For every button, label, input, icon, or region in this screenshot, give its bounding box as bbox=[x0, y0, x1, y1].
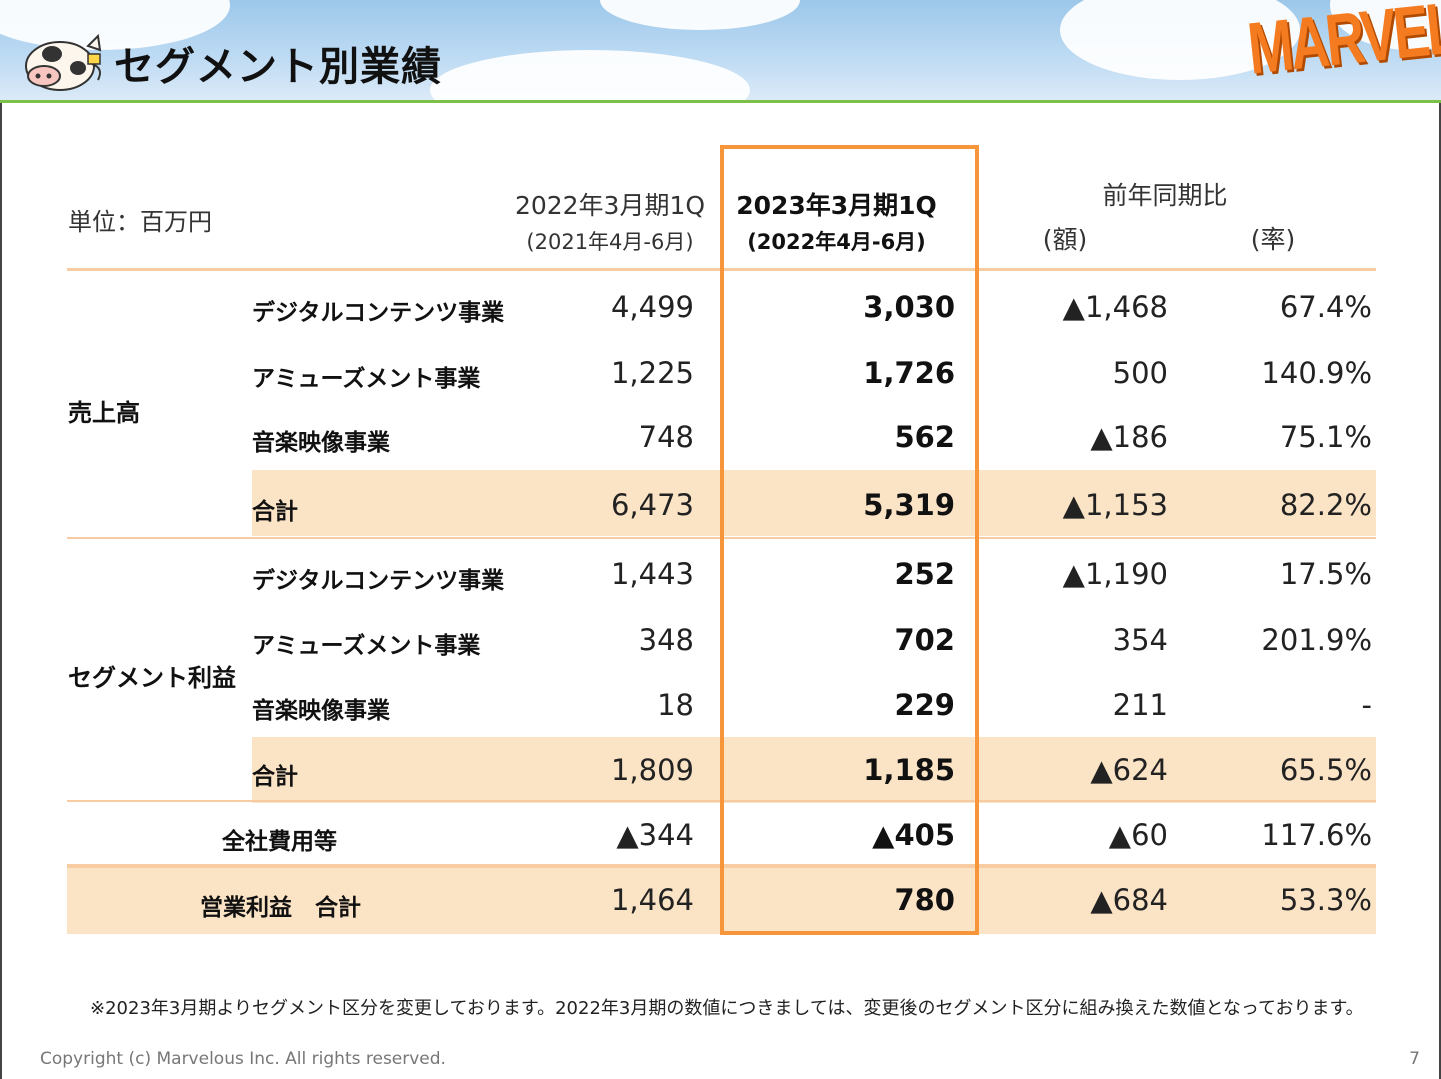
cell-rate: 140.9% bbox=[1261, 356, 1372, 390]
cell-prev: 348 bbox=[638, 623, 694, 657]
row-label: 音楽映像事業 bbox=[252, 698, 390, 724]
marvelous-logo: MARVELOUS! bbox=[1244, 0, 1441, 90]
cell-diff: ▲1,190 bbox=[1062, 557, 1168, 591]
cell-diff: ▲186 bbox=[1090, 420, 1168, 454]
cell-prev: 1,809 bbox=[610, 753, 694, 787]
cloud-decoration bbox=[430, 50, 750, 100]
cell-diff: ▲1,153 bbox=[1062, 488, 1168, 522]
cloud-decoration bbox=[600, 0, 800, 30]
row-label: アミューズメント事業 bbox=[252, 633, 481, 659]
cell-curr: 702 bbox=[894, 623, 955, 657]
cell-curr: 562 bbox=[894, 420, 955, 454]
column-header-amount: (額) bbox=[1042, 225, 1088, 254]
cell-prev: 748 bbox=[638, 420, 694, 454]
current-period-highlight bbox=[720, 145, 979, 935]
row-label: 音楽映像事業 bbox=[252, 430, 390, 456]
cell-prev: 4,499 bbox=[610, 290, 694, 324]
footnote: ※2023年3月期よりセグメント区分を変更しております。2022年3月期の数値に… bbox=[90, 998, 1364, 1019]
cell-curr: 3,030 bbox=[863, 290, 955, 324]
cell-prev: ▲344 bbox=[616, 818, 694, 852]
cell-curr: 252 bbox=[894, 557, 955, 591]
page-title: セグメント別業績 bbox=[114, 44, 442, 90]
category-segment-profit: セグメント利益 bbox=[68, 664, 236, 692]
column-header-curr: 2023年3月期1Q (2022年4月-6月) bbox=[724, 186, 949, 256]
column-header-curr-label: 2023年3月期1Q bbox=[736, 191, 937, 220]
cell-rate: - bbox=[1361, 688, 1372, 722]
cell-curr: 5,319 bbox=[863, 488, 955, 522]
cell-diff: ▲684 bbox=[1090, 883, 1168, 917]
row-label: 営業利益 合計 bbox=[200, 895, 361, 921]
row-label: デジタルコンテンツ事業 bbox=[252, 568, 505, 594]
unit-label: 単位：百万円 bbox=[68, 208, 212, 236]
table-top-divider bbox=[67, 268, 1376, 271]
row-label: デジタルコンテンツ事業 bbox=[252, 300, 505, 326]
cell-curr: 1,726 bbox=[863, 356, 955, 390]
column-header-prev-sub: (2021年4月-6月) bbox=[526, 230, 694, 254]
row-label: 全社費用等 bbox=[222, 829, 337, 855]
cell-rate: 201.9% bbox=[1261, 623, 1372, 657]
cell-rate: 117.6% bbox=[1261, 818, 1372, 852]
subtotal-band bbox=[252, 737, 1376, 803]
group-divider bbox=[67, 537, 1376, 539]
cell-rate: 82.2% bbox=[1279, 488, 1372, 522]
column-header-prev-label: 2022年3月期1Q bbox=[514, 191, 706, 220]
cell-diff: ▲624 bbox=[1090, 753, 1168, 787]
column-header-rate: (率) bbox=[1250, 225, 1296, 254]
row-label: アミューズメント事業 bbox=[252, 366, 481, 392]
cell-prev: 1,464 bbox=[610, 883, 694, 917]
cell-prev: 1,225 bbox=[610, 356, 694, 390]
cell-curr: 780 bbox=[894, 883, 955, 917]
cell-diff: ▲1,468 bbox=[1062, 290, 1168, 324]
cell-prev: 18 bbox=[657, 688, 694, 722]
column-header-curr-sub: (2022年4月-6月) bbox=[747, 230, 926, 254]
cell-curr: ▲405 bbox=[872, 818, 955, 852]
subtotal-band bbox=[252, 470, 1376, 536]
cell-rate: 17.5% bbox=[1279, 557, 1372, 591]
cell-rate: 65.5% bbox=[1279, 753, 1372, 787]
cow-mascot-icon bbox=[25, 33, 102, 91]
column-header-prev: 2022年3月期1Q (2021年4月-6月) bbox=[505, 186, 715, 256]
cell-curr: 1,185 bbox=[863, 753, 955, 787]
cell-rate: 53.3% bbox=[1279, 883, 1372, 917]
cloud-decoration bbox=[1060, 0, 1300, 80]
cell-diff: ▲60 bbox=[1108, 818, 1168, 852]
cell-prev: 6,473 bbox=[610, 488, 694, 522]
page-number: 7 bbox=[1409, 1049, 1420, 1069]
frame-border-right bbox=[1439, 103, 1441, 1079]
header-banner: セグメント別業績 MARVELOUS! bbox=[0, 0, 1441, 100]
row-label: 合計 bbox=[252, 499, 298, 525]
copyright: Copyright (c) Marvelous Inc. All rights … bbox=[40, 1049, 446, 1069]
cell-diff: 500 bbox=[1112, 356, 1168, 390]
cell-prev: 1,443 bbox=[610, 557, 694, 591]
cell-diff: 354 bbox=[1112, 623, 1168, 657]
group-divider bbox=[67, 800, 1376, 802]
column-header-yoy: 前年同期比 bbox=[1040, 176, 1290, 212]
column-header-yoy-label: 前年同期比 bbox=[1102, 181, 1228, 210]
cell-rate: 67.4% bbox=[1279, 290, 1372, 324]
category-sales: 売上高 bbox=[68, 399, 140, 427]
cell-rate: 75.1% bbox=[1279, 420, 1372, 454]
row-label: 合計 bbox=[252, 764, 298, 790]
cell-curr: 229 bbox=[894, 688, 955, 722]
header-divider bbox=[0, 100, 1441, 103]
cell-diff: 211 bbox=[1112, 688, 1168, 722]
frame-border-left bbox=[0, 103, 2, 1079]
